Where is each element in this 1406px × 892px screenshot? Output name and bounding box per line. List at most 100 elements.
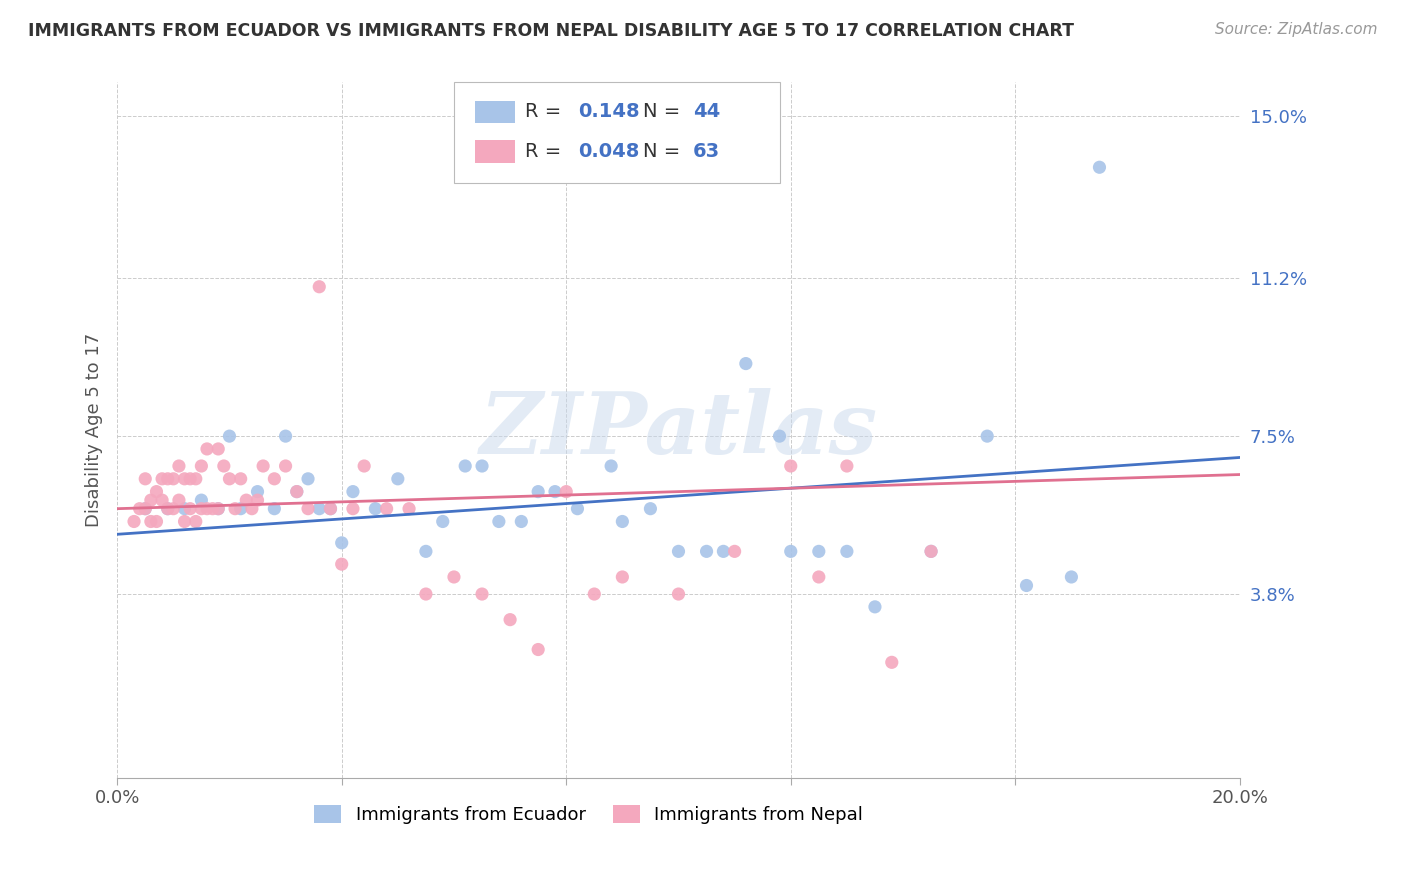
Point bbox=[229, 472, 252, 486]
Point bbox=[134, 472, 156, 486]
Text: Source: ZipAtlas.com: Source: ZipAtlas.com bbox=[1215, 22, 1378, 37]
Point bbox=[1060, 570, 1083, 584]
Point bbox=[162, 472, 184, 486]
Point bbox=[387, 472, 409, 486]
Point bbox=[319, 501, 342, 516]
Point bbox=[364, 501, 387, 516]
Point bbox=[285, 484, 308, 499]
Point bbox=[443, 570, 465, 584]
Point bbox=[297, 472, 319, 486]
Point bbox=[308, 279, 330, 293]
Point bbox=[139, 493, 162, 508]
Text: ZIPatlas: ZIPatlas bbox=[479, 388, 877, 472]
Point bbox=[201, 501, 224, 516]
Point bbox=[145, 484, 167, 499]
Point bbox=[375, 501, 398, 516]
Point bbox=[179, 472, 201, 486]
Point bbox=[319, 501, 342, 516]
Point bbox=[184, 515, 207, 529]
Point bbox=[471, 587, 494, 601]
Point bbox=[1088, 161, 1111, 175]
Point bbox=[162, 501, 184, 516]
Point bbox=[342, 484, 364, 499]
Text: N =: N = bbox=[643, 103, 686, 121]
Point bbox=[835, 544, 858, 558]
Point bbox=[544, 484, 567, 499]
Text: N =: N = bbox=[643, 142, 686, 161]
Point bbox=[567, 501, 589, 516]
Point bbox=[173, 472, 195, 486]
Point bbox=[640, 501, 662, 516]
Point bbox=[330, 536, 353, 550]
Point bbox=[179, 501, 201, 516]
Point bbox=[156, 501, 179, 516]
FancyBboxPatch shape bbox=[475, 140, 515, 162]
Point bbox=[173, 515, 195, 529]
Point bbox=[612, 515, 634, 529]
Text: 0.148: 0.148 bbox=[579, 103, 640, 121]
Point bbox=[218, 472, 240, 486]
Point bbox=[920, 544, 942, 558]
Point bbox=[128, 501, 150, 516]
Point bbox=[612, 570, 634, 584]
Point bbox=[167, 458, 190, 473]
Point bbox=[779, 544, 801, 558]
Point bbox=[600, 458, 623, 473]
Point bbox=[880, 656, 903, 670]
Point bbox=[263, 472, 285, 486]
Point bbox=[263, 501, 285, 516]
Point bbox=[330, 557, 353, 571]
Point bbox=[145, 515, 167, 529]
Text: 44: 44 bbox=[693, 103, 720, 121]
Point bbox=[235, 493, 257, 508]
Point bbox=[190, 458, 212, 473]
FancyBboxPatch shape bbox=[454, 82, 779, 183]
Point bbox=[734, 357, 756, 371]
Point bbox=[415, 587, 437, 601]
Point bbox=[527, 642, 550, 657]
Text: IMMIGRANTS FROM ECUADOR VS IMMIGRANTS FROM NEPAL DISABILITY AGE 5 TO 17 CORRELAT: IMMIGRANTS FROM ECUADOR VS IMMIGRANTS FR… bbox=[28, 22, 1074, 40]
Point bbox=[173, 501, 195, 516]
Text: 63: 63 bbox=[693, 142, 720, 161]
Point bbox=[713, 544, 735, 558]
Point bbox=[398, 501, 420, 516]
Point bbox=[246, 493, 269, 508]
Point bbox=[297, 501, 319, 516]
Text: R =: R = bbox=[524, 103, 567, 121]
Point bbox=[195, 442, 218, 456]
Point bbox=[156, 472, 179, 486]
FancyBboxPatch shape bbox=[475, 101, 515, 123]
Point bbox=[190, 501, 212, 516]
Point bbox=[807, 544, 830, 558]
Point bbox=[696, 544, 718, 558]
Point bbox=[285, 484, 308, 499]
Point bbox=[555, 484, 578, 499]
Point bbox=[207, 442, 229, 456]
Text: 0.048: 0.048 bbox=[579, 142, 640, 161]
Point bbox=[212, 458, 235, 473]
Point bbox=[510, 515, 533, 529]
Point bbox=[723, 544, 745, 558]
Point bbox=[274, 458, 297, 473]
Point bbox=[184, 472, 207, 486]
Point bbox=[207, 501, 229, 516]
Point bbox=[122, 515, 145, 529]
Y-axis label: Disability Age 5 to 17: Disability Age 5 to 17 bbox=[86, 333, 103, 527]
Point bbox=[252, 458, 274, 473]
Point bbox=[668, 587, 690, 601]
Point bbox=[342, 501, 364, 516]
Point bbox=[224, 501, 246, 516]
Point bbox=[156, 501, 179, 516]
Point bbox=[454, 458, 477, 473]
Point bbox=[134, 501, 156, 516]
Point bbox=[863, 599, 886, 614]
Point bbox=[768, 429, 790, 443]
Point bbox=[976, 429, 998, 443]
Point bbox=[779, 458, 801, 473]
Point bbox=[139, 515, 162, 529]
Point bbox=[190, 493, 212, 508]
Point bbox=[835, 458, 858, 473]
Point bbox=[415, 544, 437, 558]
Point bbox=[246, 484, 269, 499]
Point bbox=[488, 515, 510, 529]
